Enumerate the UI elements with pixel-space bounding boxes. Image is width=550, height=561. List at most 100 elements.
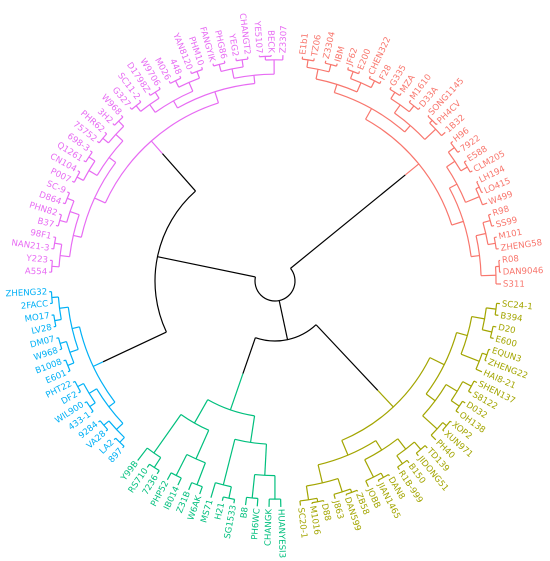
branch-stem	[425, 393, 436, 402]
leaf-label: TZ06	[310, 34, 324, 58]
leaf-branch	[408, 99, 412, 103]
leaf-branch	[358, 71, 361, 74]
leaf-branch	[256, 498, 259, 507]
branch-stem	[396, 455, 403, 465]
leaf-label: M101	[498, 228, 523, 242]
branch-stem	[218, 64, 222, 72]
leaf-branch	[417, 107, 421, 110]
branch-stem	[404, 125, 411, 133]
leaf-branch	[415, 452, 419, 457]
leaf-branch	[67, 370, 71, 373]
branch-stem	[228, 486, 232, 499]
branch-stem	[88, 170, 98, 176]
branch-stem	[365, 108, 373, 120]
leaf-branch	[430, 434, 437, 441]
leaf-label: R08	[502, 254, 520, 265]
leaf-branch	[468, 390, 472, 394]
branch-stem	[67, 197, 75, 202]
leaf-label: Y223	[25, 254, 48, 266]
branch-stem	[465, 196, 480, 203]
leaf-branch	[113, 437, 117, 441]
branch-arc	[80, 162, 117, 238]
leaf-branch	[335, 63, 338, 67]
leaf-label: DAN9046	[503, 266, 544, 278]
branch-stem	[449, 183, 458, 189]
branch-stem	[429, 357, 445, 366]
leaf-branch	[148, 93, 151, 96]
branch-stem	[333, 84, 338, 93]
leaf-label: LV28	[31, 323, 53, 337]
branch-stem	[462, 381, 472, 387]
leaf-label: CHANGK	[264, 508, 275, 546]
branch-stem	[446, 160, 456, 168]
root-branch-olive	[315, 324, 379, 391]
branch-stem	[356, 82, 362, 93]
branch-arc	[422, 384, 447, 417]
leaf-branch	[462, 400, 466, 404]
branch-arc	[447, 151, 462, 172]
branch-stem	[429, 119, 433, 124]
branch-stem	[445, 383, 458, 392]
leaf-branch	[490, 337, 494, 340]
branch-arc	[85, 151, 93, 163]
branch-stem	[119, 437, 125, 443]
branch-stem	[214, 91, 220, 104]
branch-stem	[442, 422, 447, 427]
branch-stem	[59, 306, 69, 309]
leaf-branch	[365, 480, 369, 488]
branch-stem	[349, 71, 354, 79]
branch-stem	[69, 348, 79, 353]
branch-stem	[76, 176, 84, 181]
root-branch-teal	[242, 337, 256, 374]
branch-stem	[422, 415, 438, 430]
branch-stem	[175, 80, 180, 88]
leaf-label: IBM	[333, 45, 347, 63]
branch-arc	[53, 237, 57, 250]
branch-stem	[193, 399, 209, 424]
leaf-label: MO17	[24, 311, 50, 325]
leaf-branch	[89, 150, 93, 153]
branch-arc	[50, 291, 53, 304]
leaf-branch	[83, 160, 87, 163]
leaf-branch	[210, 482, 216, 498]
branch-stem	[72, 326, 80, 330]
leaf-branch	[473, 380, 478, 384]
branch-stem	[341, 440, 349, 456]
leaf-branch	[449, 420, 452, 423]
branch-stem	[451, 220, 464, 226]
leaf-branch	[84, 401, 87, 404]
branch-arc	[397, 459, 408, 468]
branch-stem	[231, 68, 235, 79]
branch-stem	[102, 137, 109, 144]
leaf-branch	[469, 170, 473, 173]
leaf-branch	[122, 445, 125, 449]
leaf-label: B394	[500, 311, 524, 324]
root-branch-ot	[278, 300, 289, 340]
leaf-branch	[98, 420, 101, 423]
leaf-label: S311	[503, 280, 525, 290]
branch-arc	[57, 214, 62, 227]
branch-stem	[69, 210, 80, 216]
branch-stem	[196, 71, 201, 79]
leaf-branch	[104, 131, 108, 135]
leaf-branch	[475, 368, 483, 373]
branch-stem	[475, 232, 486, 237]
branch-arc	[98, 133, 108, 144]
branch-stem	[229, 373, 244, 411]
branch-stem	[364, 459, 375, 478]
leaf-branch	[71, 180, 75, 183]
leaf-label: H21	[213, 502, 227, 521]
leaf-branch	[129, 107, 133, 110]
branch-arc	[58, 244, 63, 267]
branch-stem	[196, 462, 206, 485]
branch-stem	[135, 105, 142, 112]
branch-arc	[108, 420, 125, 438]
leaf-branch	[138, 99, 142, 103]
leaf-branch	[137, 447, 148, 461]
leaf-branch	[190, 71, 193, 74]
root-branch-blue	[102, 331, 167, 363]
branch-stem	[317, 464, 323, 484]
branch-arc	[460, 316, 473, 355]
leaf-branch	[333, 494, 336, 499]
branch-stem	[149, 104, 156, 113]
